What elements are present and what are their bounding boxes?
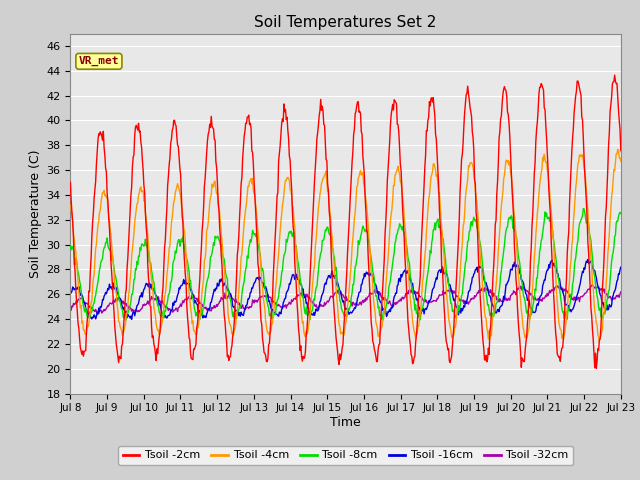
Tsoil -2cm: [617, 148, 625, 154]
Tsoil -2cm: [593, 365, 600, 371]
Text: VR_met: VR_met: [79, 56, 119, 66]
Tsoil -4cm: [67, 202, 74, 208]
Tsoil -16cm: [134, 302, 141, 308]
Title: Soil Temperatures Set 2: Soil Temperatures Set 2: [255, 15, 436, 30]
Line: Tsoil -16cm: Tsoil -16cm: [70, 260, 621, 319]
Tsoil -32cm: [588, 282, 596, 288]
Tsoil -8cm: [190, 300, 198, 306]
Tsoil -4cm: [617, 158, 625, 164]
Line: Tsoil -8cm: Tsoil -8cm: [70, 209, 621, 320]
Tsoil -4cm: [77, 305, 84, 311]
Tsoil -8cm: [134, 262, 141, 267]
Tsoil -2cm: [189, 357, 196, 362]
Tsoil -16cm: [128, 316, 136, 322]
Tsoil -8cm: [429, 227, 437, 233]
Tsoil -16cm: [584, 257, 592, 263]
Tsoil -2cm: [77, 345, 84, 350]
Tsoil -2cm: [611, 72, 618, 78]
Tsoil -32cm: [219, 297, 227, 302]
Line: Tsoil -2cm: Tsoil -2cm: [70, 75, 621, 368]
Tsoil -4cm: [133, 201, 141, 206]
Tsoil -2cm: [429, 99, 436, 105]
Tsoil -2cm: [218, 263, 226, 268]
Tsoil -16cm: [219, 281, 227, 287]
Tsoil -16cm: [429, 286, 437, 291]
Tsoil -16cm: [413, 296, 421, 301]
Tsoil -4cm: [189, 318, 196, 324]
Tsoil -32cm: [190, 292, 198, 298]
Tsoil -16cm: [190, 294, 198, 300]
Tsoil -32cm: [95, 311, 102, 316]
Tsoil -32cm: [134, 309, 141, 315]
Tsoil -8cm: [617, 211, 625, 216]
Line: Tsoil -32cm: Tsoil -32cm: [70, 285, 621, 313]
Tsoil -2cm: [413, 332, 420, 338]
Legend: Tsoil -2cm, Tsoil -4cm, Tsoil -8cm, Tsoil -16cm, Tsoil -32cm: Tsoil -2cm, Tsoil -4cm, Tsoil -8cm, Tsoi…: [118, 446, 573, 465]
Tsoil -2cm: [133, 125, 141, 131]
Tsoil -8cm: [77, 282, 84, 288]
Tsoil -2cm: [67, 180, 74, 185]
Y-axis label: Soil Temperature (C): Soil Temperature (C): [29, 149, 42, 278]
Line: Tsoil -4cm: Tsoil -4cm: [70, 149, 621, 341]
Tsoil -32cm: [77, 295, 84, 301]
X-axis label: Time: Time: [330, 416, 361, 429]
Tsoil -8cm: [122, 317, 129, 323]
Tsoil -32cm: [429, 298, 437, 303]
Tsoil -4cm: [218, 238, 226, 243]
Tsoil -8cm: [219, 253, 227, 259]
Tsoil -16cm: [67, 291, 74, 297]
Tsoil -32cm: [617, 289, 625, 295]
Tsoil -4cm: [596, 338, 604, 344]
Tsoil -4cm: [429, 168, 436, 174]
Tsoil -8cm: [67, 244, 74, 250]
Tsoil -16cm: [77, 292, 84, 298]
Tsoil -8cm: [579, 206, 587, 212]
Tsoil -16cm: [617, 264, 625, 270]
Tsoil -32cm: [67, 306, 74, 312]
Tsoil -4cm: [413, 330, 420, 336]
Tsoil -8cm: [413, 310, 421, 316]
Tsoil -4cm: [614, 146, 621, 152]
Tsoil -32cm: [413, 291, 421, 297]
